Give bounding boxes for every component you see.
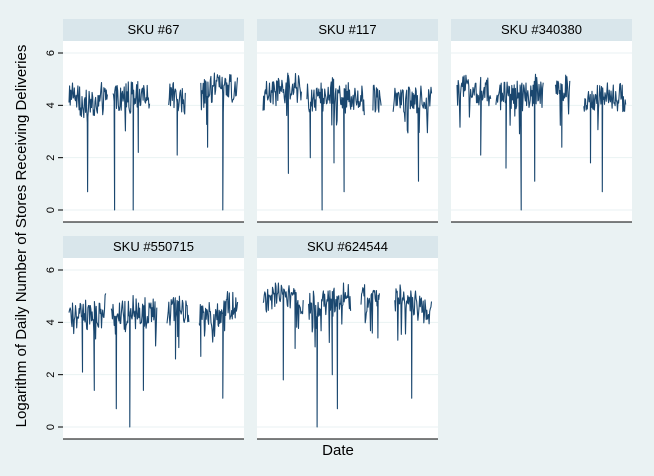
series-line bbox=[306, 77, 365, 211]
plot-area bbox=[257, 258, 438, 439]
panel: SKU #117 bbox=[257, 19, 438, 223]
series-line bbox=[198, 290, 239, 399]
series-line bbox=[200, 72, 239, 211]
panels-group: SKU #67 0 2 4 6 SKU #117 SKU #340380 SKU #55071… bbox=[45, 19, 632, 440]
panel-strip bbox=[257, 236, 438, 258]
plot-area bbox=[63, 41, 244, 222]
y-tick-label: 0 bbox=[45, 207, 57, 213]
y-tick-label: 6 bbox=[45, 50, 57, 56]
panel-title: SKU #117 bbox=[318, 22, 376, 37]
series-line bbox=[262, 72, 302, 174]
series-line bbox=[554, 74, 571, 148]
y-axis-title: Logarithm of Daily Number of Stores Rece… bbox=[13, 45, 30, 428]
panel: SKU #67 0 2 4 6 bbox=[45, 19, 244, 223]
y-tick-label: 4 bbox=[45, 102, 57, 108]
panel-strip bbox=[257, 19, 438, 41]
series-line bbox=[495, 73, 544, 211]
y-tick-label: 2 bbox=[45, 155, 57, 161]
series-line bbox=[456, 74, 492, 156]
series-line bbox=[308, 282, 352, 428]
series-line bbox=[110, 294, 158, 428]
series-line bbox=[392, 85, 433, 182]
series-line bbox=[394, 284, 433, 399]
panel-title: SKU #340380 bbox=[501, 22, 582, 37]
series-line bbox=[68, 82, 108, 193]
panel: SKU #550715 0 2 4 6 bbox=[45, 236, 244, 440]
series-line bbox=[262, 282, 304, 381]
panel-title: SKU #67 bbox=[127, 22, 179, 37]
series-line bbox=[583, 82, 627, 193]
y-tick-label: 0 bbox=[45, 424, 57, 430]
y-tick-label: 2 bbox=[45, 372, 57, 378]
panel-title: SKU #624544 bbox=[307, 239, 388, 254]
y-tick-label: 6 bbox=[45, 267, 57, 273]
series-line bbox=[168, 82, 186, 156]
plot-area bbox=[63, 258, 244, 439]
series-line bbox=[112, 81, 151, 211]
y-tick-label: 4 bbox=[45, 319, 57, 325]
series-line bbox=[360, 284, 380, 339]
panel: SKU #340380 bbox=[451, 19, 632, 223]
series-line bbox=[166, 295, 190, 360]
panel-strip bbox=[451, 19, 632, 41]
x-axis-title: Date bbox=[322, 442, 354, 459]
panel-title: SKU #550715 bbox=[113, 239, 194, 254]
series-line bbox=[372, 84, 382, 113]
plot-area bbox=[257, 41, 438, 222]
panel: SKU #624544 bbox=[257, 236, 438, 440]
panel-strip bbox=[63, 236, 244, 258]
panel-strip bbox=[63, 19, 244, 41]
plot-area bbox=[451, 41, 632, 222]
series-line bbox=[68, 293, 107, 391]
